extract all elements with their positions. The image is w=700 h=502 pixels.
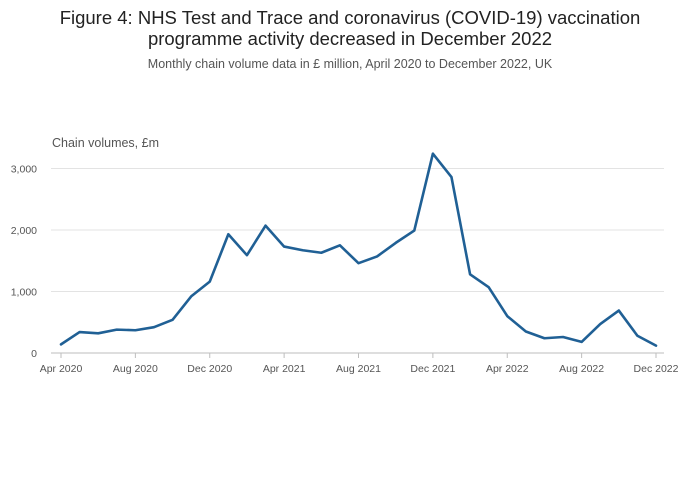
- x-tick-label: Aug 2021: [336, 363, 381, 375]
- chart-title-line-2: programme activity decreased in December…: [147, 28, 553, 49]
- x-tick-label: Dec 2021: [410, 363, 455, 375]
- x-tick-label: Dec 2020: [187, 363, 232, 375]
- chart-title-line-1: Figure 4: NHS Test and Trace and coronav…: [59, 7, 641, 28]
- y-tick-label: 0: [31, 348, 37, 360]
- y-tick-label: 3,000: [11, 163, 37, 175]
- chart-subtitle: Monthly chain volume data in £ million, …: [147, 57, 553, 71]
- y-axis-label: Chain volumes, £m: [52, 136, 159, 150]
- x-tick-label: Aug 2020: [113, 363, 158, 375]
- chart-title: Figure 4: NHS Test and Trace and coronav…: [0, 7, 700, 49]
- y-tick-label: 2,000: [11, 225, 37, 237]
- x-tick-label: Apr 2021: [263, 363, 306, 375]
- series-line: [59, 152, 658, 347]
- x-tick-label: Apr 2020: [40, 363, 83, 375]
- x-tick-label: Dec 2022: [634, 363, 679, 375]
- x-tick-label: Apr 2022: [486, 363, 529, 375]
- y-tick-label: 1,000: [11, 286, 37, 298]
- x-tick-label: Aug 2022: [559, 363, 604, 375]
